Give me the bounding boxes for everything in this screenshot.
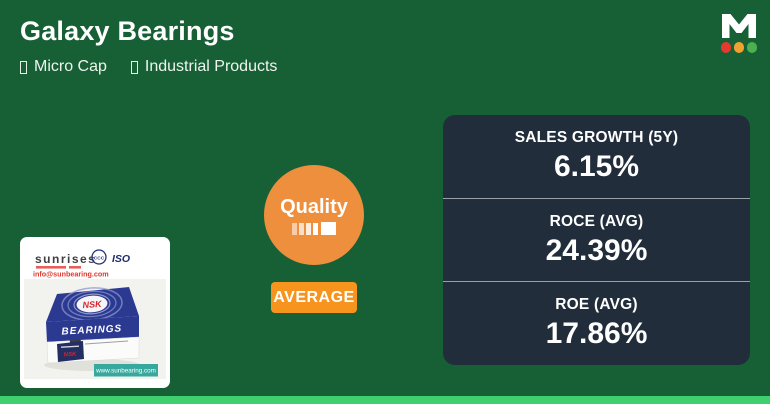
meter-bar <box>313 222 318 235</box>
stats-panel: SALES GROWTH (5Y) 6.15% ROCE (AVG) 24.39… <box>443 115 750 365</box>
stat-roe: ROE (AVG) 17.86% <box>443 281 750 365</box>
supplier-subtext-decoration <box>36 266 81 269</box>
quality-rating-badge: AVERAGE <box>271 282 357 313</box>
bottom-accent-bar <box>0 396 770 404</box>
nsk-logo-text: NSK <box>82 299 103 310</box>
website-badge: www.sunbearing.com <box>94 364 158 377</box>
brand-logo <box>720 14 758 53</box>
iso-cert-text: ISO <box>112 253 130 265</box>
meter-block <box>321 221 336 235</box>
product-photo-illustration: sunrises CCC ISO info@sunbearing.com NSK <box>24 249 166 379</box>
stat-sales-growth: SALES GROWTH (5Y) 6.15% <box>443 115 750 198</box>
stat-value: 6.15% <box>553 149 640 183</box>
tag-market-cap-label: Micro Cap <box>34 58 107 75</box>
quality-label: Quality <box>280 195 348 218</box>
tag-sector-label: Industrial Products <box>144 58 278 75</box>
tag-glyph-icon <box>20 60 27 74</box>
quality-meter-icon <box>292 221 336 235</box>
supplier-brand-text: sunrises <box>35 252 96 266</box>
svg-text:CCC: CCC <box>94 255 105 261</box>
page-title: Galaxy Bearings <box>20 16 235 46</box>
ccc-cert-icon: CCC <box>91 249 107 265</box>
logo-dots <box>720 42 758 53</box>
stat-value: 24.39% <box>545 233 648 267</box>
product-photo: sunrises CCC ISO info@sunbearing.com NSK <box>20 237 170 388</box>
website-text: www.sunbearing.com <box>95 368 156 375</box>
stat-roce: ROCE (AVG) 24.39% <box>443 197 750 282</box>
stat-label: SALES GROWTH (5Y) <box>514 128 679 146</box>
quality-score-circle: Quality <box>264 165 364 265</box>
logo-dot-orange <box>733 42 745 53</box>
stat-label: ROE (AVG) <box>555 296 638 314</box>
meter-bar <box>299 222 304 235</box>
tag-sector: Industrial Products <box>130 58 278 76</box>
tag-row: Micro Cap Industrial Products <box>20 58 277 76</box>
tag-glyph-icon <box>130 60 138 74</box>
meter-bar <box>306 222 311 235</box>
meter-bar <box>292 222 297 235</box>
bearing-box-illustration: NSK BEARINGS NSK <box>44 287 140 371</box>
nsk-side-label-text: NSK <box>64 352 78 359</box>
stat-value: 17.86% <box>545 317 648 351</box>
logo-dot-green <box>746 42 758 53</box>
tag-market-cap: Micro Cap <box>20 58 107 76</box>
supplier-email-text: info@sunbearing.com <box>33 270 109 279</box>
logo-dot-red <box>720 42 732 53</box>
logo-m-icon <box>722 14 756 38</box>
bearings-text: BEARINGS <box>61 323 122 337</box>
stat-label: ROCE (AVG) <box>549 212 644 230</box>
